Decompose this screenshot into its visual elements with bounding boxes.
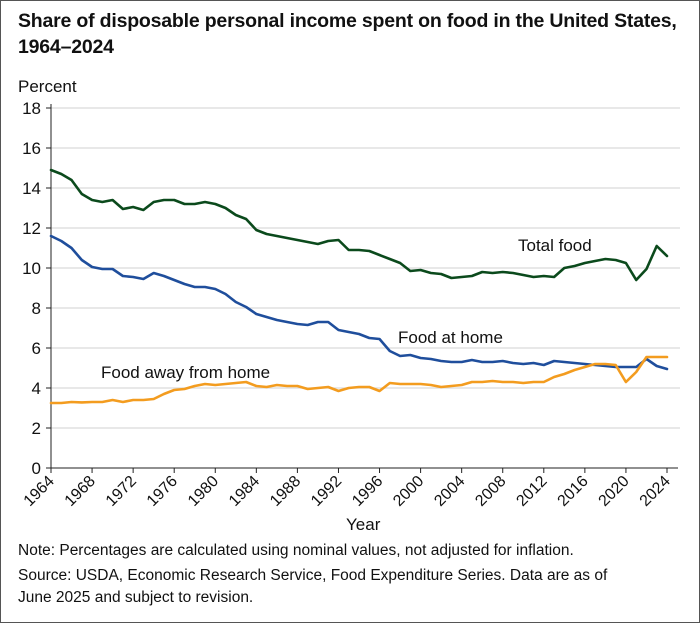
x-tick-label: 1984 [226,473,263,510]
x-tick-label: 2024 [637,473,674,510]
series-label-total-food: Total food [518,236,592,255]
x-tick-label: 1972 [103,473,140,510]
y-tick-label: 6 [32,339,41,358]
series-line-total-food [49,168,669,282]
y-axis: 0 2 4 6 8 10 12 14 16 18 [22,99,52,478]
x-tick-label: 1980 [185,473,222,510]
y-tick-label: 18 [22,99,41,118]
y-tick-label: 2 [32,419,41,438]
chart-title: Share of disposable personal income spen… [18,10,677,58]
x-tick-label: 2008 [472,473,509,510]
x-tick-label: 1988 [267,473,304,510]
series-line-food-away-from-home [49,355,669,405]
note-text: Note: Percentages are calculated using n… [18,542,574,559]
x-tick-label: 2004 [431,473,468,510]
y-tick-label: 14 [22,179,41,198]
y-tick-label: 4 [32,379,41,398]
x-tick-label: 2012 [513,473,550,510]
x-axis-label: Year [346,515,381,534]
y-tick-label: 12 [22,219,41,238]
y-tick-label: 16 [22,139,41,158]
series-labels: Total food Food at home Food away from hom… [101,236,592,382]
gridlines [51,107,680,429]
x-tick-label: 2016 [555,473,592,510]
series-label-food-away-from-home: Food away from home [101,363,270,382]
y-tick-label: 0 [32,459,41,478]
y-tick-label: 8 [32,299,41,318]
x-tick-label: 1976 [144,473,181,510]
x-tick-label: 2000 [390,473,427,510]
x-tick-label: 1964 [21,473,58,510]
y-axis-label: Percent [18,77,77,96]
series-line-food-at-home [49,234,669,371]
x-tick-label: 2020 [596,473,633,510]
series-lines [49,168,669,405]
source-line-2: June 2025 and subject to revision. [18,589,254,606]
source-line-1: Source: USDA, Economic Research Service,… [18,567,608,584]
x-tick-label: 1968 [62,473,99,510]
y-tick-label: 10 [22,259,41,278]
series-label-food-at-home: Food at home [398,328,503,347]
x-tick-label: 1992 [308,473,345,510]
x-axis: 1964 1968 1972 1976 1980 1984 1988 1992 1996 2000… [21,467,678,510]
x-tick-label: 1996 [349,473,386,510]
